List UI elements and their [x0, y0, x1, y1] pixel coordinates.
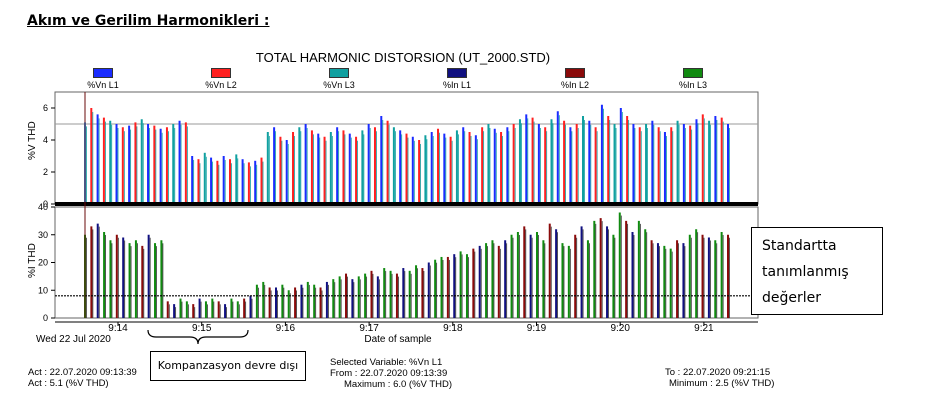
legend-entry: %Vn L1 [63, 68, 143, 90]
kompanzasyon-text: Kompanzasyon devre dışı [157, 359, 299, 372]
legend-swatch [565, 68, 585, 78]
legend-entry: %Vn L2 [181, 68, 261, 90]
x-tick-label: 9:20 [610, 323, 630, 334]
bottom-y-tick-label: 0 [43, 313, 48, 323]
act-time: Act : 22.07.2020 09:13:39 [28, 367, 137, 378]
bottom-y-tick-label: 30 [38, 230, 48, 240]
legend-label: %In L1 [442, 80, 472, 90]
standart-line3: değerler [762, 290, 822, 306]
x-tick-label: 9:18 [443, 323, 463, 334]
x-tick-label: 9:15 [192, 323, 212, 334]
top-y-tick-label: 6 [43, 103, 48, 113]
x-tick-label: 9:17 [359, 323, 379, 334]
info-right: To : 22.07.2020 09:21:15 Minimum : 2.5 (… [665, 367, 774, 389]
to-time: To : 22.07.2020 09:21:15 [665, 367, 771, 378]
x-start-label: Wed 22 Jul 2020 [36, 334, 111, 345]
x-axis-label: Date of sample [364, 334, 432, 345]
info-left: Act : 22.07.2020 09:13:39 Act : 5.1 (%V … [28, 367, 137, 389]
standart-line2: tanımlanmış [762, 264, 849, 280]
top-y-tick-label: 2 [43, 167, 48, 177]
x-tick-label: 9:19 [527, 323, 547, 334]
legend-swatch [329, 68, 349, 78]
x-tick-label: 9:14 [108, 323, 128, 334]
legend-entry: %In L1 [417, 68, 497, 90]
legend-swatch [447, 68, 467, 78]
top-y-axis-label: %V THD [27, 121, 38, 160]
act-value: Act : 5.1 (%V THD) [28, 378, 109, 389]
top-y-tick-label: 0 [43, 199, 48, 209]
section-heading: Akım ve Gerilim Harmonikleri : [27, 13, 270, 29]
kompanzasyon-callout: Kompanzasyon devre dışı [150, 351, 306, 381]
standart-callout: Standartta tanımlanmış değerler [751, 227, 883, 315]
bottom-y-axis-label: %I THD [27, 243, 38, 278]
legend-label: %Vn L2 [205, 80, 237, 90]
x-tick-label: 9:21 [694, 323, 714, 334]
legend-label: %In L2 [560, 80, 590, 90]
chart-title: TOTAL HARMONIC DISTORSION (UT_2000.STD) [255, 50, 551, 65]
legend-swatch [683, 68, 703, 78]
bottom-y-tick-label: 10 [38, 285, 48, 295]
standart-line1: Standartta [762, 238, 837, 254]
selected-variable: Selected Variable: %Vn L1 [330, 357, 443, 368]
top-y-tick-label: 4 [43, 135, 48, 145]
legend-label: %Vn L3 [323, 80, 355, 90]
legend-swatch [93, 68, 113, 78]
bottom-y-tick-label: 40 [38, 202, 48, 212]
legend-swatch [211, 68, 231, 78]
maximum-value: Maximum : 6.0 (%V THD) [344, 379, 453, 390]
bottom-y-tick-label: 20 [38, 258, 48, 268]
legend-entry: %Vn L3 [299, 68, 379, 90]
from-time: From : 22.07.2020 09:13:39 [330, 368, 448, 379]
legend-entry: %In L2 [535, 68, 615, 90]
compensation-brace [147, 329, 249, 345]
legend-entry: %In L3 [653, 68, 733, 90]
info-center: Selected Variable: %Vn L1 From : 22.07.2… [330, 357, 452, 390]
x-tick-label: 9:16 [276, 323, 296, 334]
legend-label: %Vn L1 [87, 80, 119, 90]
minimum-value: Minimum : 2.5 (%V THD) [669, 378, 775, 389]
legend-label: %In L3 [678, 80, 708, 90]
